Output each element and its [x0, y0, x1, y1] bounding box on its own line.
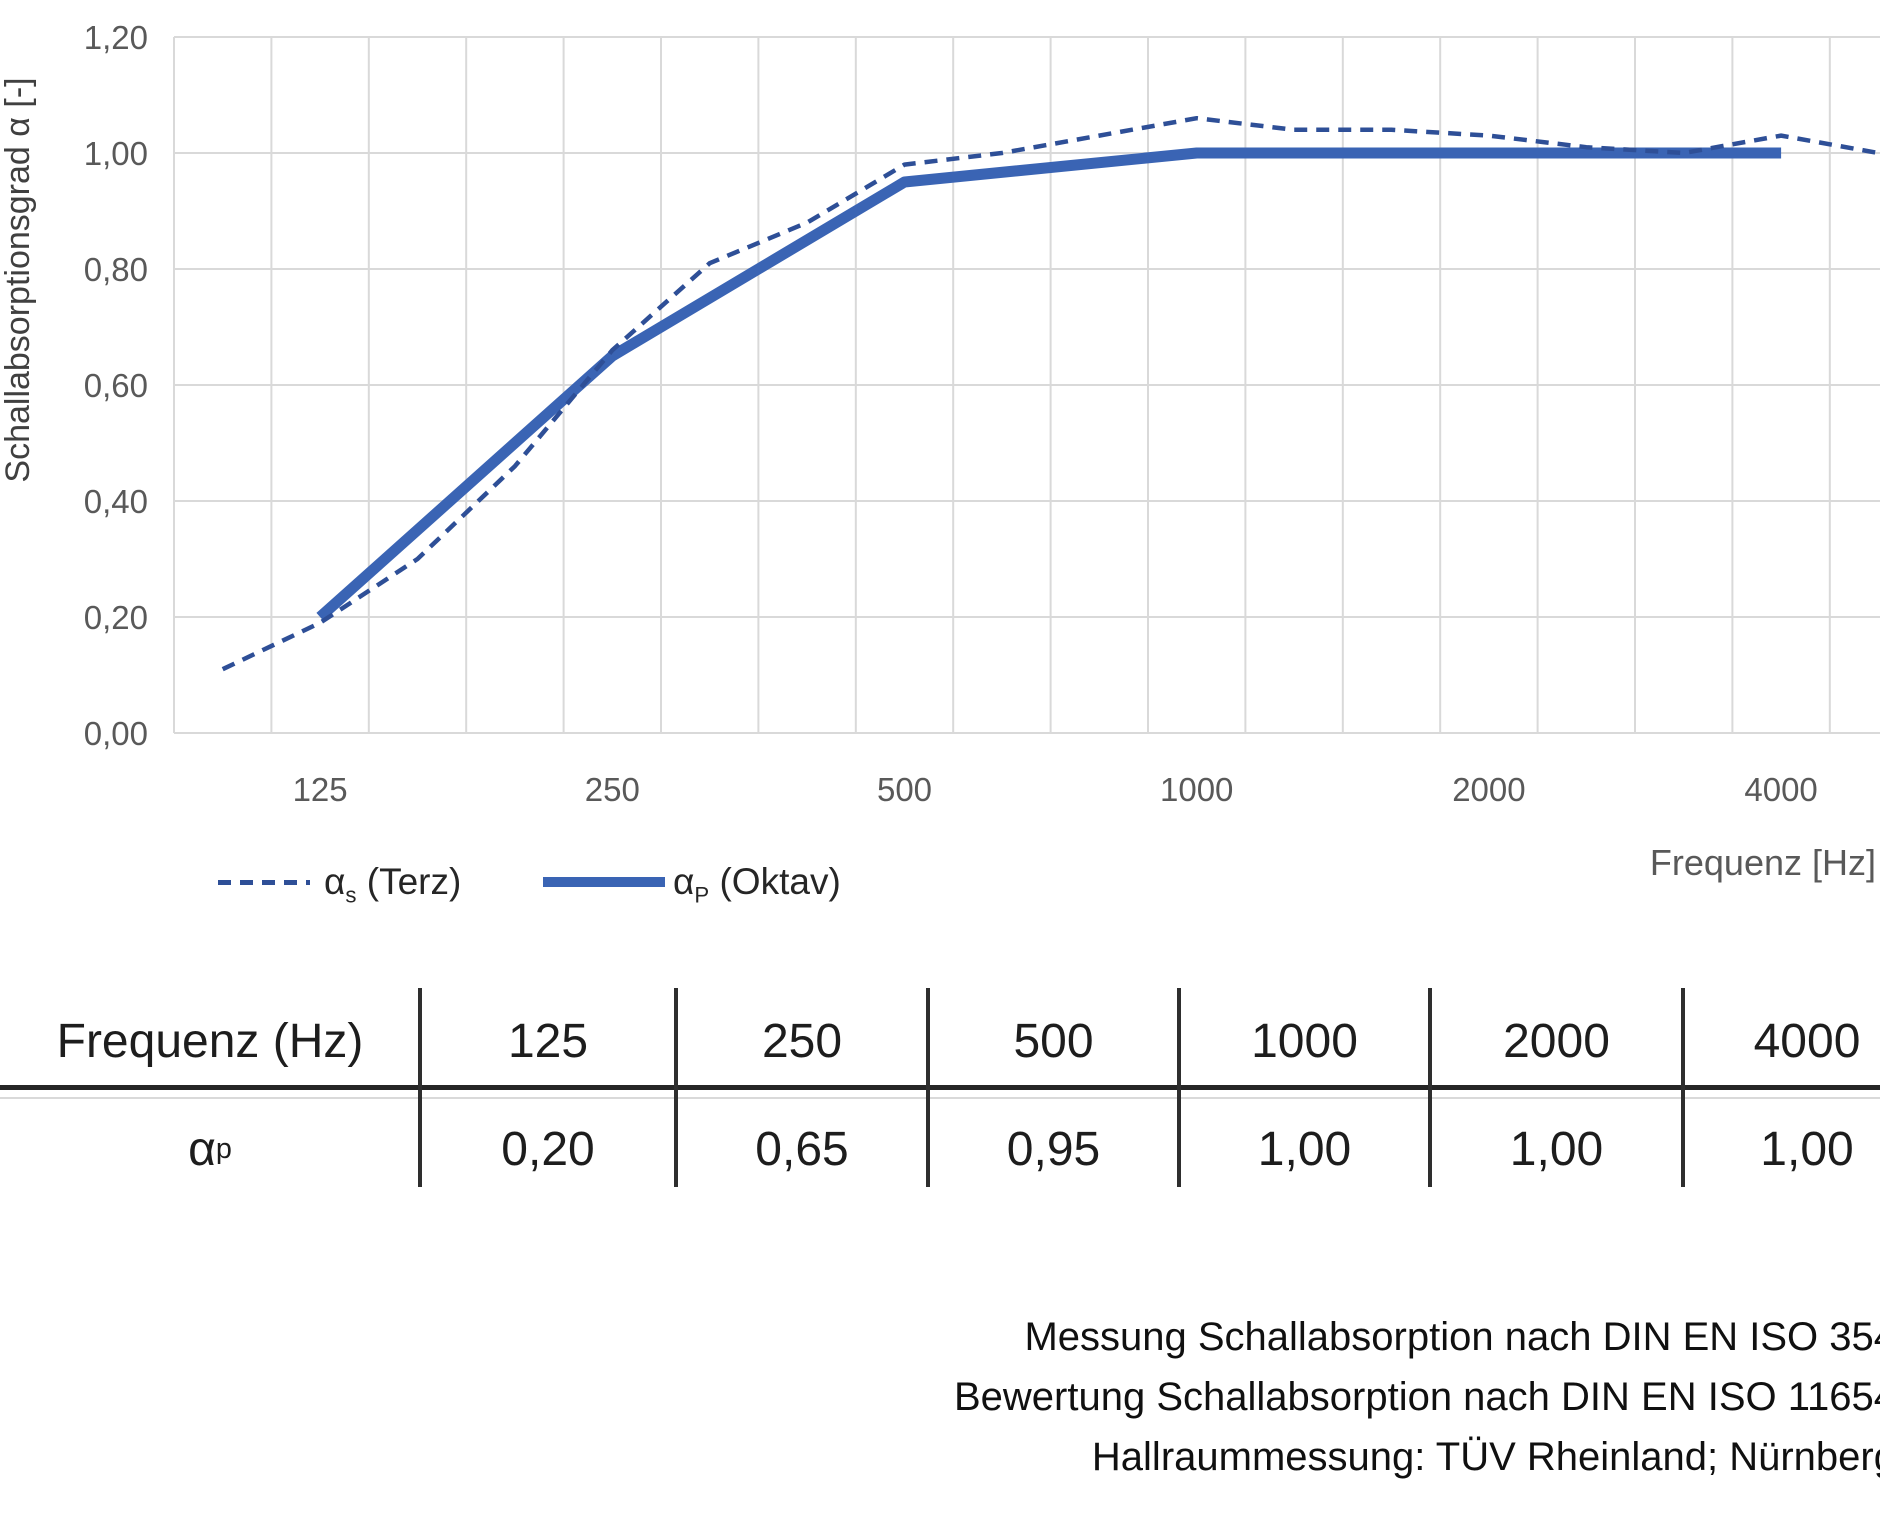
- note-line: Hallraummessung: TÜV Rheinland; Nürnberg: [1091, 1435, 1880, 1479]
- legend-label-oktav: αP (Oktav): [673, 861, 841, 908]
- table-header-label: Frequenz (Hz): [56, 1014, 364, 1068]
- table-header-rule: [0, 1085, 1880, 1090]
- table-value-cell: 1,00: [1760, 1122, 1854, 1176]
- x-tick-label: 500: [877, 771, 932, 808]
- series-alpha-s-terz-line: [221, 115, 1879, 672]
- table-column-divider: [926, 988, 930, 1187]
- x-tick-label: 1000: [1160, 771, 1233, 808]
- solid-line-sample-icon: [543, 877, 665, 887]
- table-header-cell: 4000: [1753, 1014, 1861, 1068]
- x-tick-label: 250: [585, 771, 640, 808]
- y-tick-label: 0,40: [84, 483, 148, 520]
- table-header-cell: 125: [507, 1014, 589, 1068]
- table-value-cell: 0,65: [755, 1122, 849, 1176]
- table-header-row: Frequenz (Hz) 125 250 500 1000 2000 4000: [0, 995, 1880, 1087]
- table-value-cell: 0,95: [1006, 1122, 1101, 1176]
- series-alpha-p-oktav-line: [316, 147, 1782, 622]
- table-column-divider: [1428, 988, 1432, 1187]
- legend-item-terz: αs (Terz): [218, 858, 461, 906]
- x-axis-title: Frequenz [Hz]: [1649, 842, 1876, 883]
- table-header-cell: 1000: [1251, 1014, 1358, 1068]
- table-value-cell: 1,00: [1257, 1122, 1352, 1176]
- table-value-cell: 1,00: [1509, 1122, 1604, 1176]
- table-column-divider: [418, 988, 422, 1187]
- y-tick-label: 0,60: [84, 367, 148, 404]
- y-tick-label: 0,20: [84, 599, 148, 636]
- table-column-divider: [674, 988, 678, 1187]
- absorption-line-chart: 0,00 0,20 0,40 0,60 0,80 1,00 1,20 125 250 500 100…: [84, 19, 1880, 808]
- note-line: Bewertung Schallabsorption nach DIN EN I…: [953, 1375, 1880, 1419]
- legend-item-oktav: αP (Oktav): [543, 858, 841, 906]
- x-tick-label: 125: [293, 771, 348, 808]
- table-header-cell: 2000: [1503, 1014, 1610, 1068]
- y-tick-label: 0,00: [84, 715, 148, 752]
- y-axis-title: Schallabsorptionsgrad α [-]: [0, 77, 37, 483]
- note-line: Messung Schallabsorption nach DIN EN ISO…: [1024, 1315, 1880, 1359]
- table-value-cell: 0,20: [501, 1122, 595, 1176]
- table-column-divider: [1177, 988, 1181, 1187]
- measurement-notes: Messung Schallabsorption nach DIN EN ISO…: [0, 1307, 1880, 1487]
- table-header-cell: 250: [761, 1014, 843, 1068]
- table-header-cell: 500: [1013, 1014, 1094, 1068]
- dashed-line-sample-icon: [218, 879, 310, 885]
- table-header-rule-shadow: [0, 1097, 1880, 1099]
- x-tick-label: 4000: [1744, 771, 1817, 808]
- y-tick-label: 1,20: [84, 19, 148, 56]
- x-tick-label: 2000: [1452, 771, 1525, 808]
- y-tick-label: 0,80: [84, 251, 148, 288]
- legend-label-terz: αs (Terz): [324, 861, 462, 908]
- table-column-divider: [1681, 988, 1685, 1187]
- y-tick-label: 1,00: [84, 135, 148, 172]
